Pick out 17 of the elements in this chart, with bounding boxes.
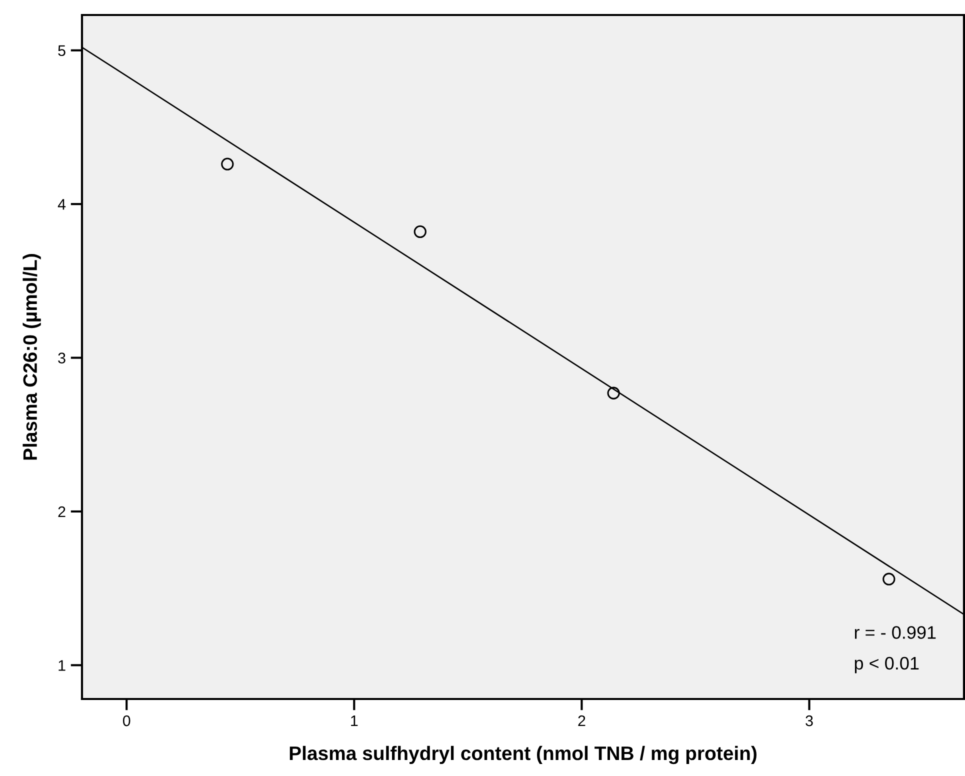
y-tick-label: 4	[58, 199, 66, 210]
point	[882, 572, 896, 586]
x-axis-title: Plasma sulfhydryl content (nmol TNB / mg protein)	[290, 746, 756, 764]
y-axis-title: Plasma C26:0 (µmol/L)	[22, 254, 41, 460]
y-tick-label: 5	[58, 45, 66, 56]
x-tick-label: 1	[351, 716, 358, 726]
y-tick-label: 2	[58, 506, 66, 518]
point	[221, 158, 234, 170]
x-tick-label: 2	[578, 715, 586, 726]
x-tick-label: 3	[806, 715, 813, 726]
annotation: r = - 0.991	[854, 626, 936, 639]
annotation: p < 0.01	[854, 656, 919, 674]
point	[414, 225, 426, 238]
y-tick-label: 3	[58, 352, 66, 364]
y-tick-label: 1	[58, 660, 66, 671]
x-tick-label: 0	[122, 715, 130, 726]
point	[607, 386, 620, 400]
